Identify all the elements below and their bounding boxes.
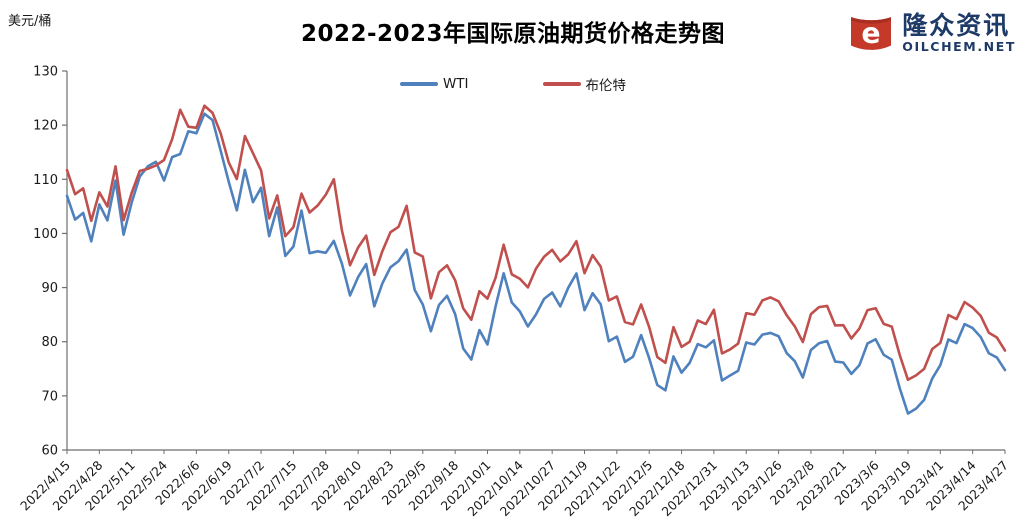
brent-legend-line-swatch xyxy=(542,82,581,86)
logo-brand-en: OILCHEM.NET xyxy=(902,39,1016,55)
legend-item-brent: 布伦特 xyxy=(542,74,627,94)
oilchem-barrel-e-icon: e xyxy=(851,17,892,50)
y-tick-label: 90 xyxy=(41,281,58,296)
chart-title: 2022-2023年国际原油期货价格走势图 xyxy=(300,21,726,47)
y-tick-label: 70 xyxy=(41,389,58,404)
y-tick-label: 110 xyxy=(33,173,58,188)
oilchem-logo: e 隆众资讯 OILCHEM.NET xyxy=(846,8,1016,58)
legend-item-wti: WTI xyxy=(399,76,469,92)
y-tick-label: 120 xyxy=(33,119,58,134)
brent-line xyxy=(65,104,1007,382)
y-tick-label: 100 xyxy=(33,227,58,242)
logo-brand-cn: 隆众资讯 xyxy=(902,10,1011,40)
y-tick-label: 130 xyxy=(33,65,58,80)
y-axis-unit-label: 美元/桶 xyxy=(8,14,52,29)
chart-legend: WTI 布伦特 xyxy=(0,74,1026,94)
svg-text:e: e xyxy=(862,17,881,50)
wti-line xyxy=(65,112,1007,415)
y-tick-label: 60 xyxy=(41,444,58,459)
wti-legend-label: WTI xyxy=(442,76,469,92)
wti-legend-line-swatch xyxy=(399,82,438,86)
brent-legend-label: 布伦特 xyxy=(585,78,627,94)
y-tick-label: 80 xyxy=(41,335,58,350)
